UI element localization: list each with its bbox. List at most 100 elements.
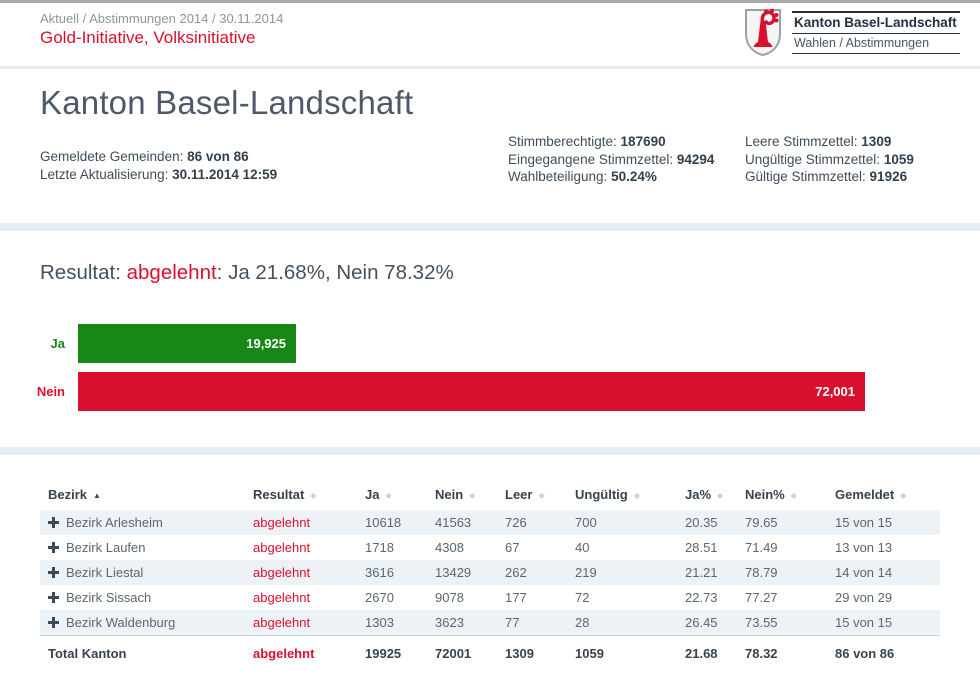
stats-column-middle: Stimmberechtigte: 187690 Eingegangene Sti… (508, 133, 714, 186)
cell-value: 79.65 (745, 515, 778, 530)
expand-plus-icon[interactable] (48, 517, 59, 528)
cell-value: 219 (575, 565, 597, 580)
cell-nein: 9078 (427, 585, 497, 610)
table-row: Bezirk Laufen abgelehnt 1718 4308 67 40 28.51 7… (40, 535, 940, 560)
column-header-nein[interactable]: Nein ◆ (435, 486, 476, 502)
sort-icon: ◆ (310, 490, 317, 500)
sort-asc-icon: ▲ (93, 490, 101, 500)
cell-value: 28 (575, 614, 590, 630)
cell-nein: 78.79 (737, 560, 827, 585)
logo-text: Kanton Basel-Landschaft Wahlen / Abstimm… (792, 8, 960, 54)
result-badge: abgelehnt (253, 540, 311, 555)
column-header-ja[interactable]: Ja ◆ (365, 486, 392, 502)
cell-value: 78.32 (745, 645, 778, 661)
cell-value: 700 (575, 515, 597, 530)
column-header-nein[interactable]: Nein% ◆ (745, 486, 797, 502)
cell-value: 20.35 (685, 515, 718, 530)
bezirk-label: Bezirk Waldenburg (66, 614, 176, 630)
stats-column-right: Leere Stimmzettel: 1309 Ungültige Stimmze… (745, 133, 914, 186)
expand-plus-icon[interactable] (48, 592, 59, 603)
cell-value: 1059 (575, 645, 604, 661)
bezirk-cell: Bezirk Laufen (40, 535, 245, 560)
table-row: Bezirk Liestal abgelehnt 3616 13429 262 219 21… (40, 560, 940, 585)
column-header-gemeldet[interactable]: Gemeldet ◆ (835, 486, 907, 502)
table-row: Bezirk Waldenburg abgelehnt 1303 3623 77 28 26… (40, 610, 940, 635)
expand-plus-icon[interactable] (48, 567, 59, 578)
result-badge: abgelehnt (253, 614, 311, 630)
cell-gemeldet: 15 von 15 (827, 610, 940, 635)
bezirk-label: Bezirk Sissach (66, 590, 152, 605)
cell-gemeldet: 13 von 13 (827, 535, 940, 560)
column-header-resultat[interactable]: Resultat ◆ (253, 486, 317, 502)
cell-value: 78.79 (745, 565, 778, 580)
result-badge: abgelehnt (253, 515, 311, 530)
stat-line: Leere Stimmzettel: 1309 (745, 134, 892, 149)
stat-line: Gemeldete Gemeinden: 86 von 86 (40, 149, 249, 164)
cell-value: 1718 (365, 540, 394, 555)
section-divider (0, 223, 980, 231)
bezirk-label: Total Kanton (48, 645, 127, 661)
cell-resultat: abgelehnt (245, 610, 357, 635)
cell-ja: 21.68 (677, 634, 737, 665)
table-header-row: Bezirk ▲ Resultat ◆ Ja ◆ Nein ◆ Leer ◆ Ungültig ◆ Ja… (40, 482, 940, 510)
bezirk-cell: Bezirk Arlesheim (40, 510, 245, 535)
result-percentages: : Ja 21.68%, Nein 78.32% (216, 261, 454, 284)
section-divider (0, 447, 980, 455)
cell-value: 86 von 86 (835, 645, 895, 661)
cell-ja: 22.73 (677, 585, 737, 610)
bezirk-cell: Bezirk Liestal (40, 560, 245, 585)
bezirk-label: Bezirk Liestal (66, 565, 144, 580)
cell-ja: 21.21 (677, 560, 737, 585)
column-header-ja[interactable]: Ja% ◆ (685, 486, 724, 502)
cell-leer: 1309 (497, 634, 567, 665)
cell-value: 14 von 14 (835, 565, 893, 580)
result-verdict: abgelehnt (126, 261, 217, 284)
bar: 72,001 (78, 372, 865, 411)
cell-ungltig: 28 (567, 610, 677, 635)
cell-nein: 79.65 (737, 510, 827, 535)
column-header-ungltig[interactable]: Ungültig ◆ (575, 486, 640, 502)
bezirk-label: Bezirk Arlesheim (66, 515, 163, 530)
cell-ungltig: 219 (567, 560, 677, 585)
cell-nein: 3623 (427, 610, 497, 635)
stat-line: Gültige Stimmzettel: 91926 (745, 169, 908, 184)
column-header-leer[interactable]: Leer ◆ (505, 486, 545, 502)
cell-resultat: abgelehnt (245, 560, 357, 585)
result-badge: abgelehnt (253, 590, 311, 605)
cell-value: 2670 (365, 590, 394, 605)
cell-value: 26.45 (685, 614, 718, 630)
section-divider (0, 66, 980, 69)
cell-nein: 4308 (427, 535, 497, 560)
bar-value-label: 72,001 (815, 384, 855, 399)
cell-ja: 3616 (357, 560, 427, 585)
cell-ungltig: 40 (567, 535, 677, 560)
sort-icon: ◆ (469, 490, 476, 500)
stat-line: Wahlbeteiligung: 50.24% (508, 169, 657, 184)
column-header-bezirk[interactable]: Bezirk ▲ (48, 486, 101, 502)
breadcrumb[interactable]: Aktuell / Abstimmungen 2014 / 30.11.2014 (40, 11, 284, 26)
sort-icon: ◆ (790, 490, 797, 500)
cell-value: 13 von 13 (835, 540, 893, 555)
cell-ja: 10618 (357, 510, 427, 535)
table-body: Bezirk Arlesheim abgelehnt 10618 41563 726 70… (40, 510, 940, 665)
cell-value: 71.49 (745, 540, 778, 555)
logo[interactable]: Kanton Basel-Landschaft Wahlen / Abstimm… (743, 8, 960, 62)
cell-value: 177 (505, 590, 527, 605)
cell-gemeldet: 14 von 14 (827, 560, 940, 585)
bar-row: Ja 19,925 (27, 324, 865, 363)
expand-plus-icon[interactable] (48, 542, 59, 553)
cell-value: 3623 (435, 614, 464, 630)
cell-resultat: abgelehnt (245, 510, 357, 535)
cell-value: 15 von 15 (835, 515, 893, 530)
cell-leer: 726 (497, 510, 567, 535)
sort-icon: ◆ (633, 490, 640, 500)
cell-value: 73.55 (745, 614, 778, 630)
cell-value: 41563 (435, 515, 472, 530)
cell-value: 10618 (365, 515, 402, 530)
stat-line: Letzte Aktualisierung: 30.11.2014 12:59 (40, 166, 278, 182)
expand-plus-icon[interactable] (48, 616, 59, 628)
bar-value-label: 19,925 (246, 336, 286, 351)
stat-line: Stimmberechtigte: 187690 (508, 134, 666, 149)
cell-nein: 78.32 (737, 634, 827, 665)
cell-value: 3616 (365, 565, 394, 580)
